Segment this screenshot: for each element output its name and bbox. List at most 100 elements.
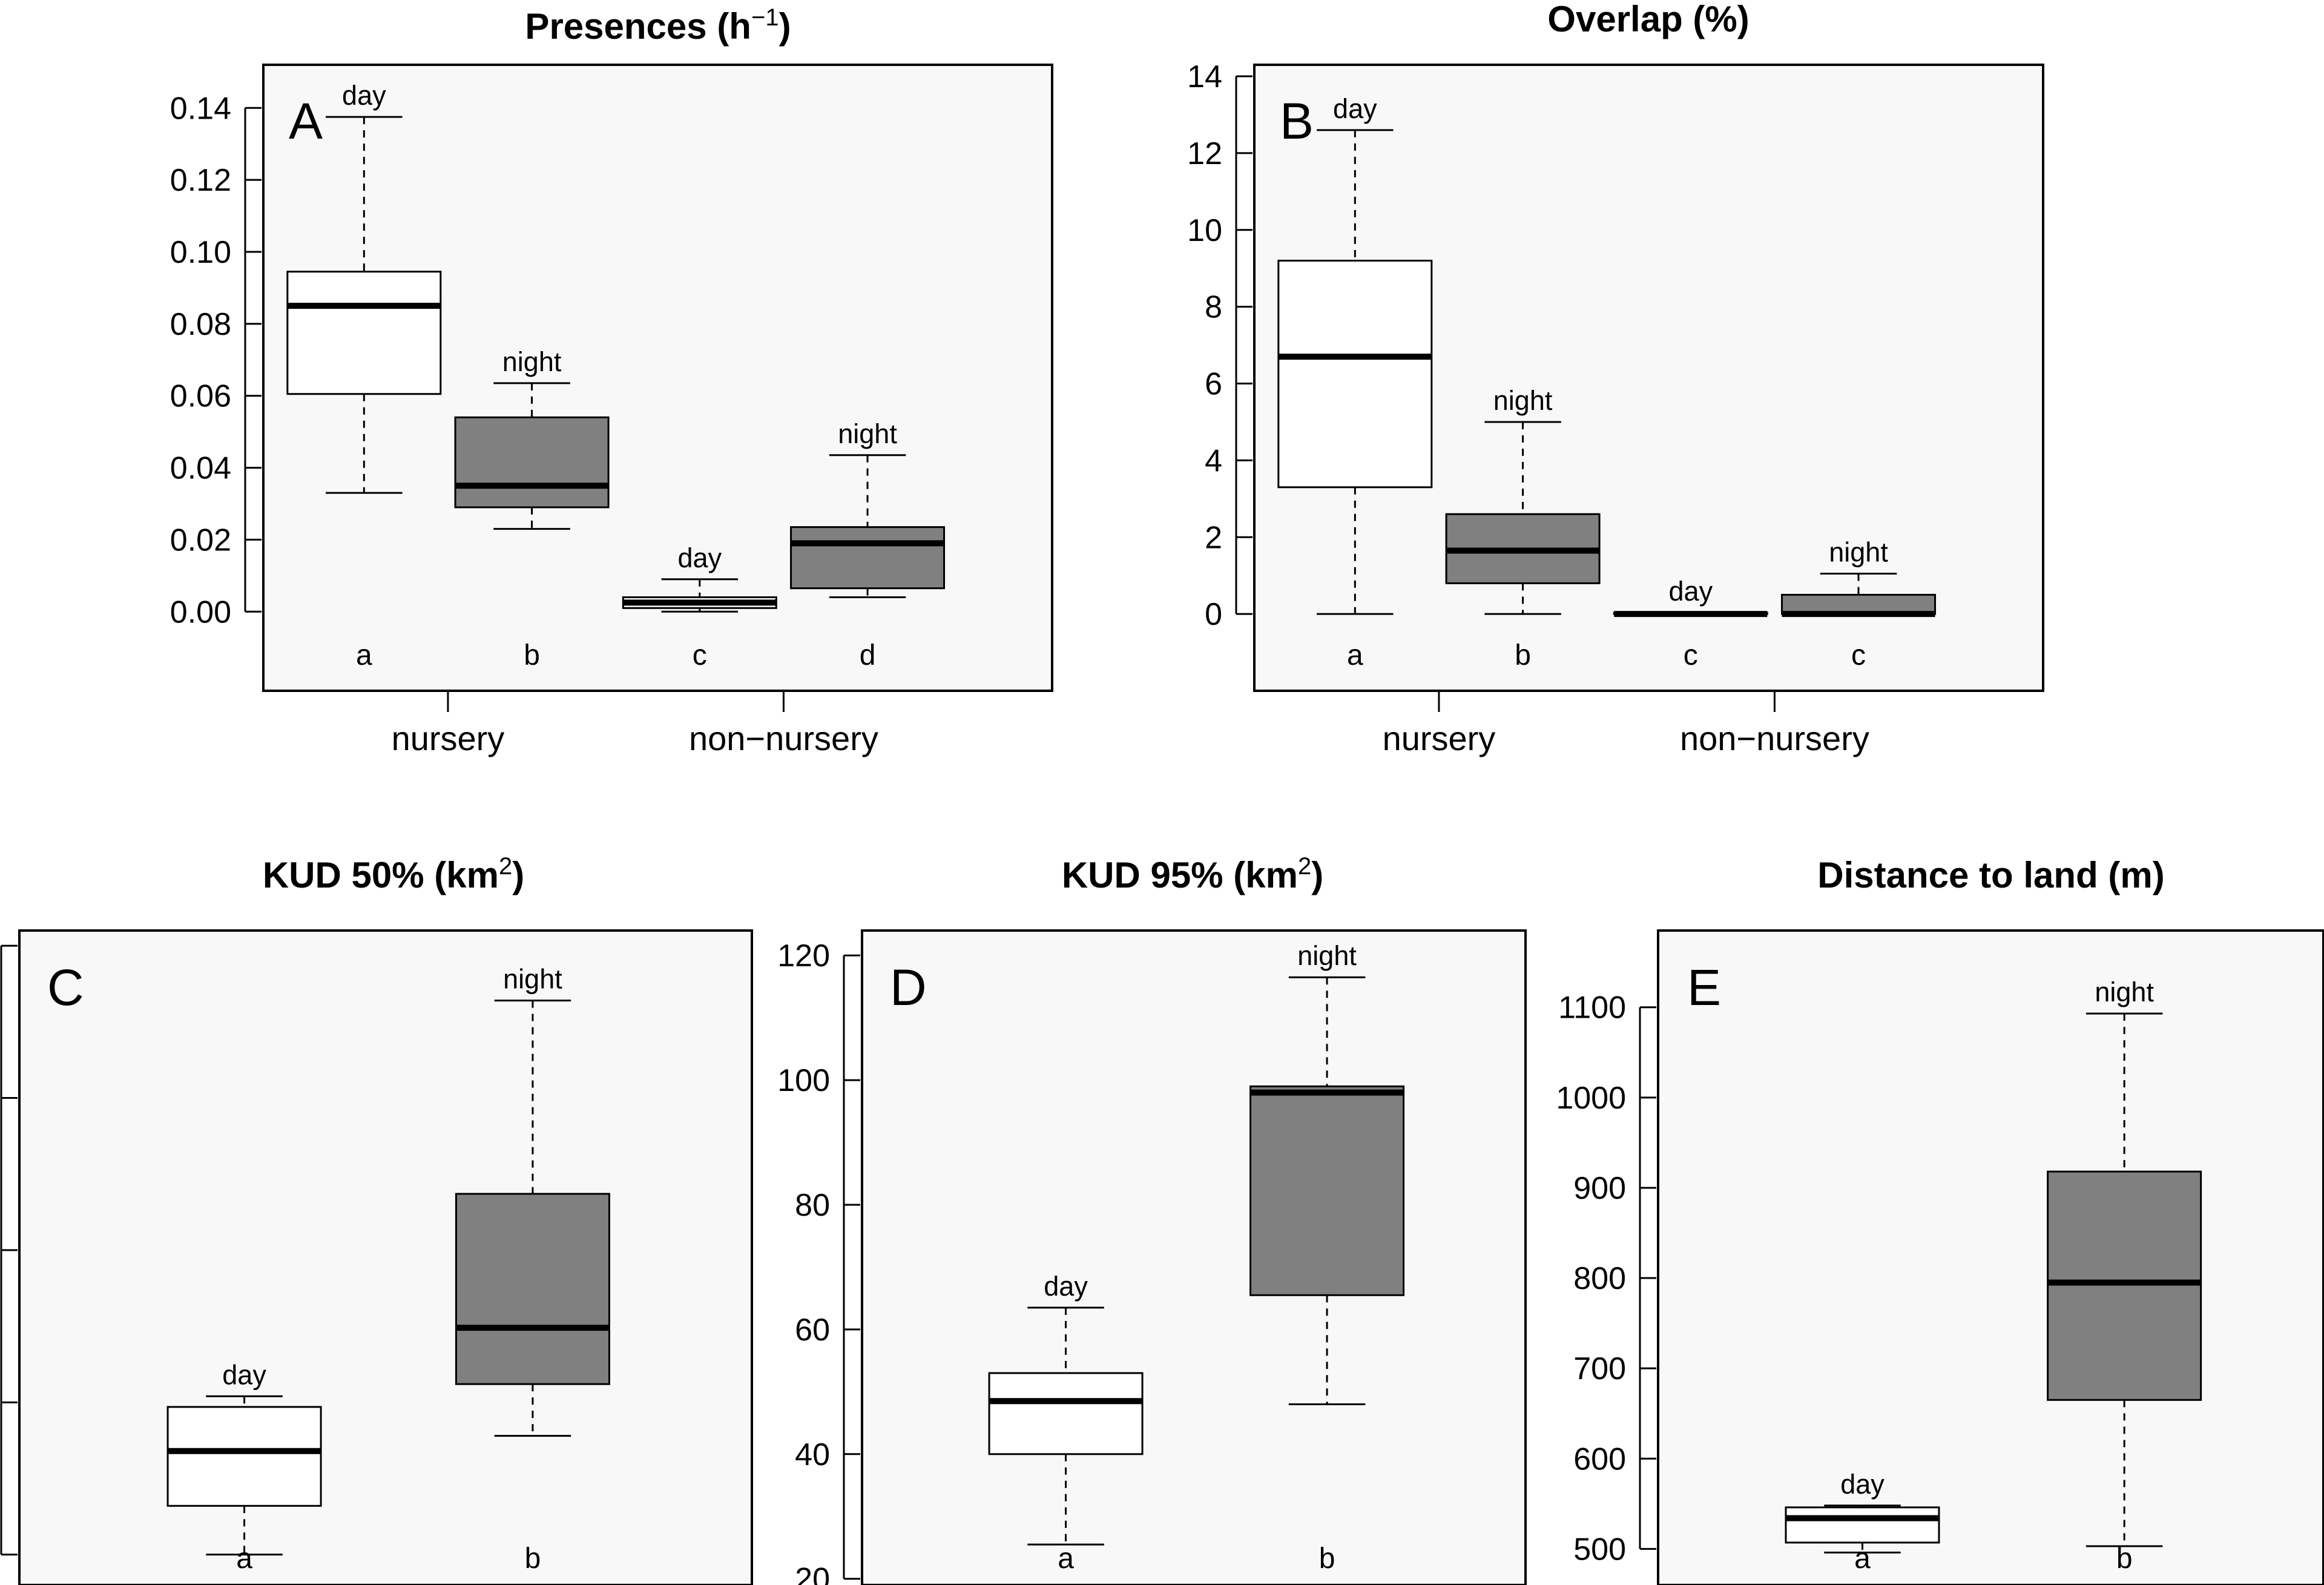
iqr-box (455, 1193, 610, 1385)
x-category-label: nursery (392, 719, 505, 757)
boxes: day a night b day c night d (286, 80, 946, 671)
plot-area (862, 931, 1526, 1585)
y-tick-label: 800 (1573, 1261, 1626, 1296)
period-label: night (503, 964, 562, 995)
panel-e: Distance to land (m) 500 600 700 800 900 1000 1… (1556, 855, 2324, 1585)
period-label: day (1840, 1469, 1885, 1500)
y-tick-label: 80 (795, 1188, 830, 1223)
y-tick-label: 120 (777, 938, 830, 974)
group-letter: a (356, 639, 372, 671)
group-letter: a (1854, 1543, 1871, 1575)
y-tick-label: 1100 (1558, 990, 1626, 1026)
box-day: day a (1277, 93, 1433, 671)
box-day: day c (622, 542, 777, 671)
box-day: day a (286, 80, 442, 671)
group-letter: a (1347, 639, 1363, 671)
y-tick-label: 60 (795, 1313, 830, 1348)
period-label: night (1493, 385, 1553, 416)
y-tick-label: 2 (1205, 520, 1222, 555)
boxes: day a night b (1785, 977, 2202, 1575)
panel-c: KUD 50% (km2)510152025Cdayanightb (0, 853, 753, 1585)
panel-letter: D (890, 959, 927, 1016)
panel-letter: A (289, 93, 323, 150)
group-letter: b (524, 639, 540, 671)
group-letter: b (1319, 1543, 1335, 1575)
chart-title: Distance to land (m) (1817, 855, 2164, 895)
y-tick-label: 0.10 (170, 235, 231, 270)
period-label: day (1333, 93, 1377, 124)
y-tick-label: 8 (1205, 290, 1222, 325)
box-day: day a (166, 1359, 322, 1575)
chart-title: Presences (h−1) (525, 4, 791, 47)
y-tick-label: 0.02 (170, 522, 231, 558)
panel-letter: C (47, 959, 84, 1016)
iqr-box (2047, 1170, 2202, 1401)
period-label: night (2095, 977, 2154, 1007)
y-tick-label: 100 (777, 1063, 830, 1098)
chart-title: KUD 50% (km2) (263, 853, 524, 895)
y-tick-label: 0.08 (170, 307, 231, 342)
group-letter: b (1515, 639, 1531, 671)
group-letter: a (1058, 1543, 1074, 1575)
period-label: day (678, 542, 722, 573)
chart-title: Overlap (%) (1547, 0, 1749, 39)
box-day: day a (1785, 1469, 1940, 1575)
y-tick-label: 600 (1573, 1442, 1626, 1477)
panel-a: Presences (h−1) 0.00 0.02 0.04 0.06 0.08 0.10 0… (170, 4, 1053, 757)
box-day: day c (1613, 576, 1768, 671)
period-label: day (1669, 576, 1713, 607)
plot-frame (861, 929, 1527, 1585)
group-letter: c (693, 639, 707, 671)
plot-area (19, 931, 752, 1585)
y-tick-label: 20 (795, 1562, 830, 1585)
group-letter: c (1684, 639, 1698, 671)
iqr-box (988, 1372, 1144, 1455)
boxes: day a night b day c night c (1277, 93, 1937, 671)
period-label: night (1829, 537, 1888, 568)
y-tick-label: 10 (1187, 213, 1222, 248)
group-letter: d (860, 639, 876, 671)
period-label: night (502, 346, 562, 377)
period-label: day (222, 1359, 266, 1390)
iqr-box (454, 416, 610, 509)
period-label: night (838, 418, 897, 449)
box-night: night d (790, 418, 946, 671)
plot-frame (18, 929, 753, 1585)
y-tick-label: 0.14 (170, 91, 231, 126)
chart-title: KUD 95% (km2) (1062, 853, 1323, 895)
iqr-box (1785, 1506, 1940, 1544)
iqr-box (1249, 1085, 1405, 1296)
x-category-label: nursery (1383, 719, 1496, 757)
plot-frame (262, 64, 1053, 692)
y-tick-label: 14 (1187, 59, 1222, 94)
y-tick-label: 900 (1573, 1171, 1626, 1206)
iqr-box (790, 526, 946, 590)
period-label: day (342, 80, 386, 111)
x-category-label: non−nursery (689, 719, 878, 757)
plot-frame (1657, 929, 2324, 1585)
group-letter: c (1851, 639, 1866, 671)
y-tick-label: 6 (1205, 367, 1222, 402)
y-tick-label: 0.12 (170, 163, 231, 198)
y-tick-label: 12 (1187, 136, 1222, 171)
box-night: night c (1781, 537, 1937, 671)
group-letter: b (2116, 1543, 2133, 1575)
y-tick-label: 500 (1573, 1532, 1626, 1567)
iqr-box (286, 271, 442, 395)
y-tick-label: 4 (1205, 443, 1222, 478)
box-night: night b (1445, 385, 1601, 671)
y-tick-label: 0.00 (170, 595, 231, 630)
y-tick-label: 0 (1205, 597, 1222, 632)
box-night: night b (2047, 977, 2202, 1575)
y-tick-label: 700 (1573, 1351, 1626, 1386)
box-night: night b (454, 346, 610, 671)
y-tick-label: 1000 (1556, 1081, 1626, 1116)
iqr-box (1277, 260, 1433, 489)
y-tick-label: 0.06 (170, 379, 231, 414)
y-tick-label: 40 (795, 1437, 830, 1472)
group-letter: a (236, 1543, 252, 1575)
period-label: night (1297, 940, 1357, 971)
plot-frame (1253, 64, 2044, 692)
